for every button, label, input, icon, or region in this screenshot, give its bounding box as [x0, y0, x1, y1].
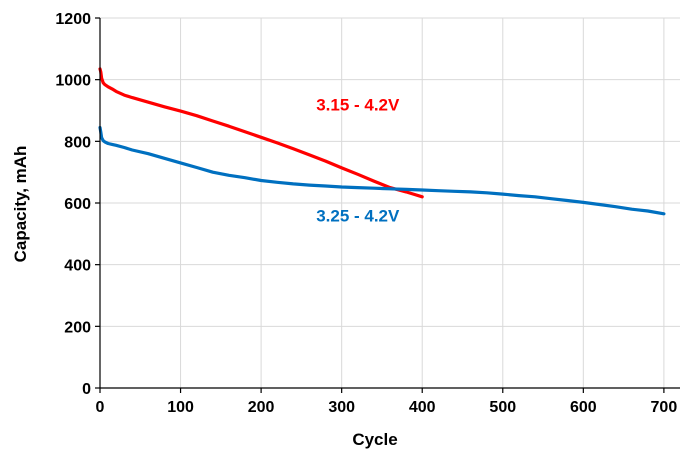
series-lines [98, 67, 666, 216]
x-tick-label: 500 [489, 399, 516, 416]
series-annotations: 3.15 - 4.2V 3.25 - 4.2V [316, 95, 400, 225]
x-axis-label: Cycle [352, 430, 397, 449]
y-tick-label: 1000 [55, 73, 91, 90]
axes [95, 17, 680, 393]
y-tick-label: 400 [64, 258, 91, 275]
x-tick-label: 600 [570, 399, 597, 416]
tick-labels: 0 100 200 300 400 500 600 700 0 200 400 600 800 1000 1… [55, 11, 677, 416]
series-line-2 [98, 125, 666, 216]
x-tick-label: 700 [651, 399, 678, 416]
y-tick-label: 200 [64, 319, 91, 336]
x-tick-label: 400 [409, 399, 436, 416]
x-tick-label: 0 [96, 399, 105, 416]
y-tick-label: 1200 [55, 11, 91, 28]
y-tick-label: 0 [82, 381, 91, 398]
y-tick-label: 800 [64, 134, 91, 151]
x-tick-label: 200 [248, 399, 275, 416]
y-tick-label: 600 [64, 196, 91, 213]
x-tick-label: 300 [328, 399, 355, 416]
series-annotation-label: 3.15 - 4.2V [316, 95, 400, 114]
series-line-1 [98, 67, 424, 199]
x-tick-label: 100 [167, 399, 194, 416]
series-annotation-label: 3.25 - 4.2V [316, 206, 400, 225]
y-axis-label: Capacity, mAh [11, 146, 30, 263]
